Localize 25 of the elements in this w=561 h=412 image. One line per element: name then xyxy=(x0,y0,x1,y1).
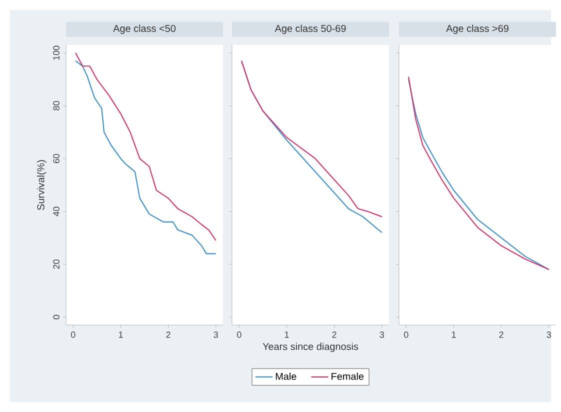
y-axis-title: Survival(%) xyxy=(37,160,46,210)
x-tick-label: 3 xyxy=(546,332,551,338)
chart-title: Age class <50 xyxy=(113,24,176,34)
chart-title: Age class 50-69 xyxy=(274,24,346,34)
x-tick-label: 0 xyxy=(404,332,408,338)
x-tick-label: 3 xyxy=(214,332,218,338)
legend-label: Male xyxy=(276,372,296,380)
x-tick-label: 1 xyxy=(118,332,123,338)
legend-label: Female xyxy=(332,372,364,380)
y-tick-label: 80 xyxy=(53,101,60,110)
x-tick-label: 3 xyxy=(380,332,384,338)
y-tick-label: 100 xyxy=(53,46,60,60)
x-tick-label: 2 xyxy=(499,332,504,338)
y-tick-label: 0 xyxy=(53,314,60,320)
x-tick-label: 1 xyxy=(284,332,289,338)
y-tick-label: 40 xyxy=(53,206,60,216)
y-tick-label: 20 xyxy=(53,260,60,269)
x-tick-label: 2 xyxy=(166,332,170,338)
x-tick-label: 0 xyxy=(236,332,242,338)
x-tick-label: 1 xyxy=(452,332,456,338)
x-tick-label: 0 xyxy=(70,332,76,338)
x-tick-label: 2 xyxy=(332,332,336,338)
y-tick-label: 60 xyxy=(53,154,60,164)
chart-title: Age class >69 xyxy=(446,24,508,34)
x-axis-title: Years since diagnosis xyxy=(262,342,358,352)
